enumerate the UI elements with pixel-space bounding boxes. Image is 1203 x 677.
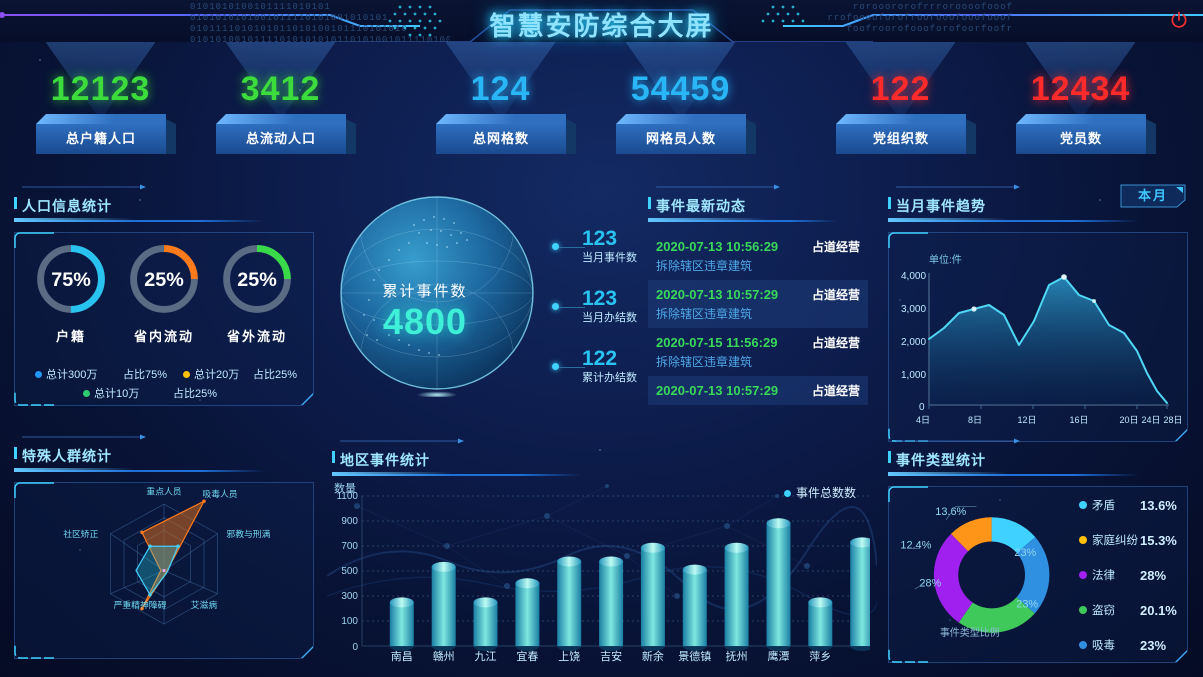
svg-text:吸毒人员: 吸毒人员 bbox=[202, 488, 237, 499]
svg-text:艾滋病: 艾滋病 bbox=[191, 599, 218, 610]
svg-text:赣州: 赣州 bbox=[433, 649, 455, 663]
svg-text:2,000: 2,000 bbox=[901, 337, 926, 348]
svg-text:景德镇: 景德镇 bbox=[678, 649, 711, 663]
svg-text:8日: 8日 bbox=[968, 415, 982, 425]
svg-text:25%: 25% bbox=[144, 269, 184, 291]
svg-text:严重精神障碍: 严重精神障碍 bbox=[114, 599, 167, 610]
svg-text:13.6%: 13.6% bbox=[935, 506, 966, 518]
svg-text:12日: 12日 bbox=[1017, 415, 1036, 425]
svg-text:23%: 23% bbox=[1014, 547, 1036, 559]
svg-text:吉安: 吉安 bbox=[600, 649, 622, 663]
svg-text:900: 900 bbox=[341, 516, 358, 527]
svg-text:28%: 28% bbox=[919, 577, 941, 589]
svg-text:事件类型比例: 事件类型比例 bbox=[940, 626, 1000, 639]
svg-text:12.4%: 12.4% bbox=[900, 539, 931, 551]
svg-text:社区矫正: 社区矫正 bbox=[63, 528, 98, 539]
svg-text:鹰潭: 鹰潭 bbox=[768, 649, 790, 663]
svg-text:宜春: 宜春 bbox=[516, 649, 538, 663]
svg-text:抚州: 抚州 bbox=[726, 649, 748, 663]
svg-text:3,000: 3,000 bbox=[901, 304, 926, 315]
svg-text:萍乡: 萍乡 bbox=[809, 650, 831, 663]
svg-text:新余: 新余 bbox=[642, 649, 664, 663]
svg-text:24日: 24日 bbox=[1141, 415, 1160, 425]
svg-text:23%: 23% bbox=[1016, 598, 1038, 610]
svg-text:700: 700 bbox=[341, 541, 358, 552]
svg-text:100: 100 bbox=[341, 616, 358, 627]
svg-text:上饶: 上饶 bbox=[558, 650, 580, 663]
svg-text:500: 500 bbox=[341, 566, 358, 577]
svg-text:300: 300 bbox=[341, 591, 358, 602]
svg-text:重点人员: 重点人员 bbox=[146, 486, 181, 497]
svg-text:0: 0 bbox=[919, 402, 925, 413]
svg-text:20日: 20日 bbox=[1119, 415, 1138, 425]
svg-text:28日: 28日 bbox=[1163, 415, 1182, 425]
svg-text:南昌: 南昌 bbox=[391, 650, 413, 663]
svg-text:4日: 4日 bbox=[916, 415, 930, 425]
svg-text:邪教与刑满: 邪教与刑满 bbox=[226, 528, 270, 539]
svg-text:1100: 1100 bbox=[336, 491, 358, 502]
svg-text:九江: 九江 bbox=[475, 650, 497, 663]
svg-text:75%: 75% bbox=[51, 269, 91, 291]
svg-text:25%: 25% bbox=[237, 269, 277, 291]
svg-text:1,000: 1,000 bbox=[901, 370, 926, 381]
svg-text:4,000: 4,000 bbox=[901, 271, 926, 282]
svg-text:单位:件: 单位:件 bbox=[929, 253, 962, 266]
svg-text:16日: 16日 bbox=[1069, 415, 1088, 425]
svg-text:0: 0 bbox=[352, 642, 358, 653]
